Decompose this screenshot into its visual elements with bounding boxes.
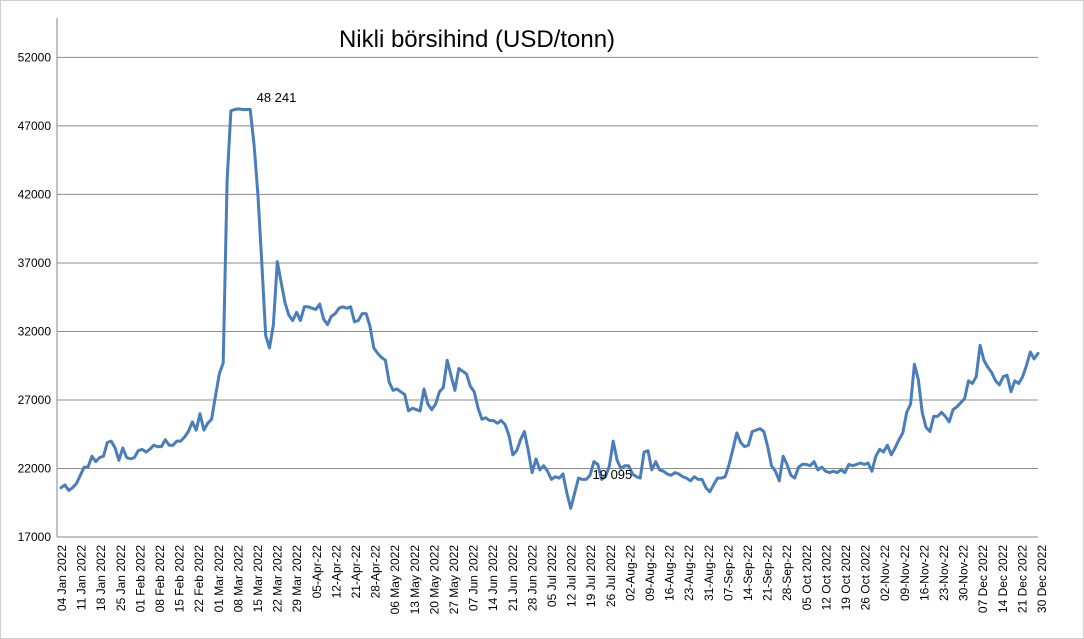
x-tick-label: 19 Oct 2022 xyxy=(839,545,853,611)
x-tick-label: 21-Sep-22 xyxy=(761,545,775,601)
series-layer xyxy=(59,107,1040,510)
chart-title: Nikli börsihind (USD/tonn) xyxy=(339,26,615,53)
y-tick-label: 37000 xyxy=(18,256,52,270)
x-tick-label: 23-Nov-22 xyxy=(937,545,951,601)
y-tick-labels: 17000 22000 27000 32000 37000 42000 47000 52000 xyxy=(18,50,52,544)
x-tick-label: 28-Apr-22 xyxy=(369,545,383,599)
x-tick-label: 14 Dec 2022 xyxy=(996,545,1010,613)
x-tick-label: 22 Mar 2022 xyxy=(271,545,285,613)
x-tick-label: 15 Mar 2022 xyxy=(251,545,265,613)
x-tick-label: 02-Nov-22 xyxy=(878,545,892,601)
x-tick-label: 21 Dec 2022 xyxy=(1015,545,1029,613)
y-tick-label: 42000 xyxy=(18,187,52,201)
data-label: 19 095 xyxy=(593,467,633,482)
y-tick-label: 22000 xyxy=(18,461,52,475)
x-tick-label: 23-Aug-22 xyxy=(682,545,696,601)
x-tick-label: 28-Sep-22 xyxy=(780,545,794,601)
annotations: 48 241 19 095 xyxy=(257,90,633,482)
x-tick-label: 14 Jun 2022 xyxy=(486,545,500,611)
gridlines xyxy=(57,56,1038,469)
x-tick-label: 07 Jun 2022 xyxy=(467,545,481,611)
y-tick-label: 17000 xyxy=(18,530,52,544)
x-tick-label: 01 Feb 2022 xyxy=(133,545,147,613)
data-label: 48 241 xyxy=(257,90,297,105)
x-tick-label: 28 Jun 2022 xyxy=(525,545,539,611)
x-tick-label: 12 Oct 2022 xyxy=(819,545,833,611)
x-tick-label: 14-Sep-22 xyxy=(741,545,755,601)
axes xyxy=(56,18,1038,538)
series-line xyxy=(59,107,1040,510)
x-tick-labels: 04 Jan 2022 11 Jan 2022 18 Jan 2022 25 Jan … xyxy=(55,545,1049,615)
x-tick-label: 12 Jul 2022 xyxy=(565,545,579,607)
x-tick-label: 07 Dec 2022 xyxy=(976,545,990,613)
x-tick-label: 02-Aug-22 xyxy=(623,545,637,601)
x-tick-label: 04 Jan 2022 xyxy=(55,545,69,611)
x-tick-label: 30-Nov-22 xyxy=(957,545,971,601)
y-tick-label: 52000 xyxy=(18,50,52,64)
x-tick-label: 30 Dec 2022 xyxy=(1035,545,1049,613)
x-tick-label: 12-Apr-22 xyxy=(329,545,343,599)
x-tick-label: 27 May 2022 xyxy=(447,545,461,615)
x-tick-label: 26 Oct 2022 xyxy=(859,545,873,611)
x-tick-label: 13 May 2022 xyxy=(408,545,422,615)
x-tick-label: 05 Jul 2022 xyxy=(545,545,559,607)
y-tick-label: 27000 xyxy=(18,393,52,407)
x-tick-label: 09-Nov-22 xyxy=(898,545,912,601)
x-tick-label: 22 Feb 2022 xyxy=(192,545,206,613)
x-tick-label: 11 Jan 2022 xyxy=(75,545,89,610)
x-tick-label: 09-Aug-22 xyxy=(643,545,657,601)
x-tick-label: 08 Feb 2022 xyxy=(153,545,167,613)
x-tick-label: 15 Feb 2022 xyxy=(173,545,187,613)
x-tick-label: 19 Jul 2022 xyxy=(584,545,598,607)
x-tick-label: 21 Jun 2022 xyxy=(506,545,520,611)
x-tick-label: 21-Apr-22 xyxy=(349,545,363,599)
x-tick-label: 26 Jul 2022 xyxy=(604,545,618,607)
x-tick-label: 08 Mar 2022 xyxy=(231,545,245,613)
x-tick-label: 05-Apr-22 xyxy=(310,545,324,599)
x-tick-label: 16-Nov-22 xyxy=(917,545,931,601)
x-tick-label: 25 Jan 2022 xyxy=(114,545,128,611)
x-tick-label: 31-Aug-22 xyxy=(702,545,716,601)
y-tick-label: 32000 xyxy=(18,324,52,338)
x-tick-label: 01 Mar 2022 xyxy=(212,545,226,613)
y-tick-label: 47000 xyxy=(18,119,52,133)
x-tick-label: 06 May 2022 xyxy=(388,545,402,615)
x-tick-label: 29 Mar 2022 xyxy=(290,545,304,613)
x-tick-label: 07-Sep-22 xyxy=(721,545,735,601)
x-tick-label: 05 Oct 2022 xyxy=(800,545,814,611)
x-tick-label: 18 Jan 2022 xyxy=(94,545,108,611)
x-tick-label: 20 May 2022 xyxy=(427,545,441,615)
x-tick-label: 16-Aug-22 xyxy=(663,545,677,601)
